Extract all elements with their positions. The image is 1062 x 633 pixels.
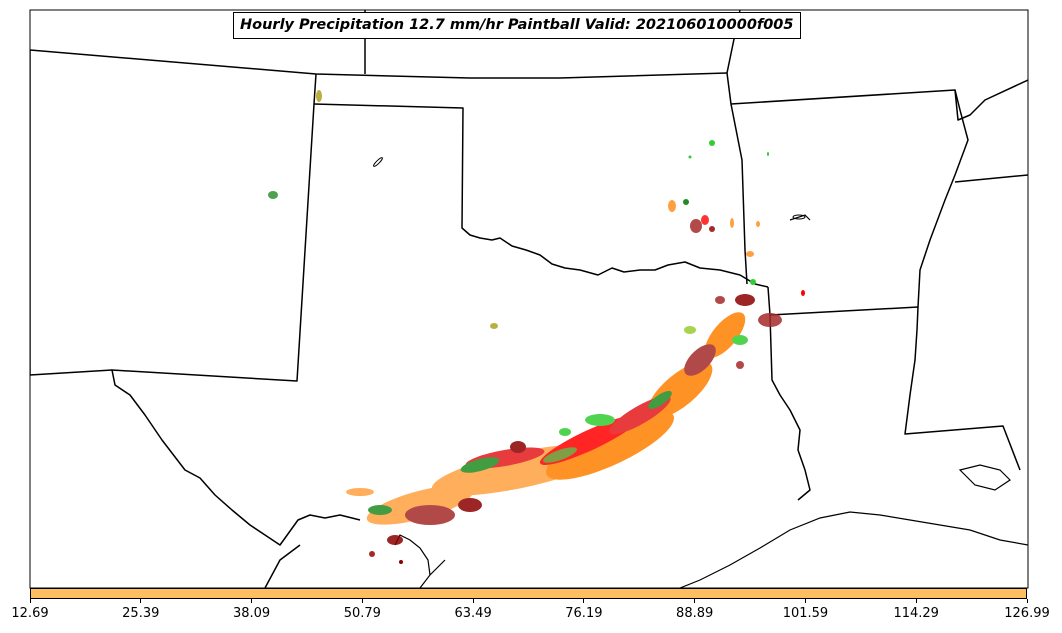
precip-blob — [704, 312, 746, 358]
colorbar-tick — [361, 599, 363, 603]
precip-blob — [510, 441, 526, 453]
precip-blob — [405, 505, 455, 525]
precip-cell — [668, 200, 676, 212]
texas-newmexico-border — [111, 103, 361, 546]
precip-cell — [369, 551, 375, 557]
louisiana-marsh — [958, 464, 1011, 491]
texas-arkansas-border — [767, 286, 811, 501]
colorbar — [30, 588, 1027, 599]
precip-cell — [730, 218, 734, 228]
oklahoma-kansas-border — [313, 103, 769, 288]
reservoir-outline — [373, 157, 383, 167]
colorbar-tick-label: 114.29 — [893, 606, 939, 621]
colorbar-tick-label: 76.19 — [565, 606, 603, 621]
colorbar-tick-label: 88.89 — [676, 606, 714, 621]
precip-blob — [366, 485, 474, 525]
colorbar-tick-label: 38.09 — [232, 606, 271, 621]
precip-cell — [316, 90, 322, 102]
colorbar-tick — [694, 599, 696, 603]
nebraska-kansas-border — [30, 49, 728, 79]
precip-cell — [709, 226, 715, 232]
colorbar-tick-label: 101.59 — [782, 606, 829, 621]
precip-blob — [542, 447, 578, 463]
precip-blob — [736, 361, 744, 369]
precip-cell — [683, 199, 689, 205]
colorbar-tick-label: 25.39 — [122, 606, 160, 621]
precip-blob — [648, 390, 672, 410]
mexico-border — [264, 544, 301, 588]
colorbar-tick-label: 50.79 — [343, 606, 381, 621]
tennessee-border — [954, 174, 1028, 183]
precip-cell — [490, 323, 498, 329]
precip-blob — [368, 505, 392, 515]
precip-blob — [715, 296, 725, 304]
precip-blob — [735, 294, 755, 306]
precip-cell — [690, 219, 702, 233]
arkansas-louisiana-border — [769, 306, 1021, 471]
precip-blob — [732, 335, 748, 345]
precip-blob — [545, 410, 675, 480]
precip-blob — [684, 344, 716, 376]
precip-blob — [585, 414, 615, 426]
precip-cell — [688, 155, 692, 159]
colorbar-tick-label: 12.69 — [11, 606, 49, 621]
precip-cell — [756, 221, 760, 227]
colorbar-tick — [1026, 599, 1028, 603]
map-background — [30, 10, 1028, 588]
precip-cell — [746, 251, 754, 257]
precip-blob — [559, 428, 571, 436]
precip-blob — [387, 535, 403, 545]
colorbar-tick-label: 126.99 — [1004, 606, 1050, 621]
newmexico-south-border — [30, 369, 113, 376]
colorbar-tick — [29, 599, 31, 603]
colorbar-tick — [251, 599, 253, 603]
colorbar-tick — [472, 599, 474, 603]
colorbar-tick — [140, 599, 142, 603]
map-title: Hourly Precipitation 12.7 mm/hr Paintbal… — [233, 12, 801, 39]
colorbar-tick-label: 63.49 — [454, 606, 492, 621]
colorbar-tick — [915, 599, 917, 603]
oklahoma-arkansas-border — [726, 72, 748, 285]
arkansas-missouri-border — [730, 79, 1028, 121]
gulf-coast — [394, 511, 1028, 588]
precip-cell — [767, 152, 769, 156]
colorbar-tick — [804, 599, 806, 603]
precip-cell — [701, 215, 709, 225]
precip-blob — [346, 488, 374, 496]
colorbar-tick — [583, 599, 585, 603]
precip-cell — [709, 140, 715, 146]
precip-blob — [684, 326, 696, 334]
precip-blob — [758, 313, 782, 327]
reservoir-outline — [792, 214, 806, 220]
mississippi-river — [917, 89, 969, 308]
state-boundaries — [30, 10, 1028, 588]
precip-blob — [460, 457, 500, 473]
precip-blob — [458, 498, 482, 512]
precip-cell — [750, 279, 756, 285]
precip-cell — [801, 290, 805, 296]
precip-cell — [399, 560, 403, 564]
kansas-colorado-border — [313, 73, 317, 105]
precip-cell — [268, 191, 278, 199]
precipitation-swath — [268, 90, 806, 564]
